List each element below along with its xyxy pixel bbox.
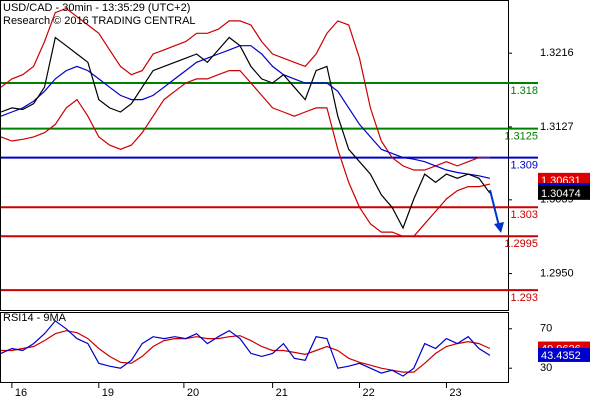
series-line bbox=[0, 320, 491, 377]
series-line bbox=[0, 70, 491, 237]
price-tag-label: 1.30474 bbox=[541, 188, 581, 200]
x-tick-label: 23 bbox=[449, 387, 461, 399]
level-label: 1.303 bbox=[510, 209, 538, 221]
price-tag bbox=[538, 185, 590, 200]
series-line bbox=[0, 45, 491, 179]
x-tick-label: 22 bbox=[363, 387, 375, 399]
y-tick-label: 1.3127 bbox=[540, 121, 574, 133]
series-line bbox=[0, 7, 490, 171]
level-label: 1.3125 bbox=[504, 130, 538, 142]
price-tag-label: 43.4352 bbox=[541, 350, 581, 362]
y-tick-label: 1.2950 bbox=[540, 267, 574, 279]
price-panel bbox=[0, 0, 509, 311]
y-tick-label: 1.3216 bbox=[540, 47, 574, 59]
rsi-panel bbox=[0, 312, 509, 383]
rsi-title: RSI14 - 9MA bbox=[3, 312, 67, 324]
level-label: 1.2995 bbox=[504, 238, 538, 250]
x-tick-label: 16 bbox=[15, 387, 27, 399]
level-label: 1.293 bbox=[510, 292, 538, 304]
price-tag bbox=[538, 347, 590, 362]
chart-subtitle: Research © 2016 TRADING CENTRAL bbox=[3, 15, 196, 27]
y-tick-label: 70 bbox=[540, 323, 552, 335]
x-tick-label: 19 bbox=[102, 387, 114, 399]
x-tick-label: 21 bbox=[276, 387, 288, 399]
plot-layer bbox=[0, 7, 538, 377]
chart-title: USD/CAD - 30min - 13:35:29 (UTC+2) bbox=[3, 2, 190, 14]
level-label: 1.309 bbox=[510, 159, 538, 171]
level-label: 1.318 bbox=[510, 85, 538, 97]
arrow-shaft bbox=[489, 189, 500, 227]
y-tick-label: 30 bbox=[540, 362, 552, 374]
arrow-head bbox=[494, 222, 504, 233]
x-tick-label: 20 bbox=[187, 387, 199, 399]
series-line bbox=[0, 36, 491, 230]
